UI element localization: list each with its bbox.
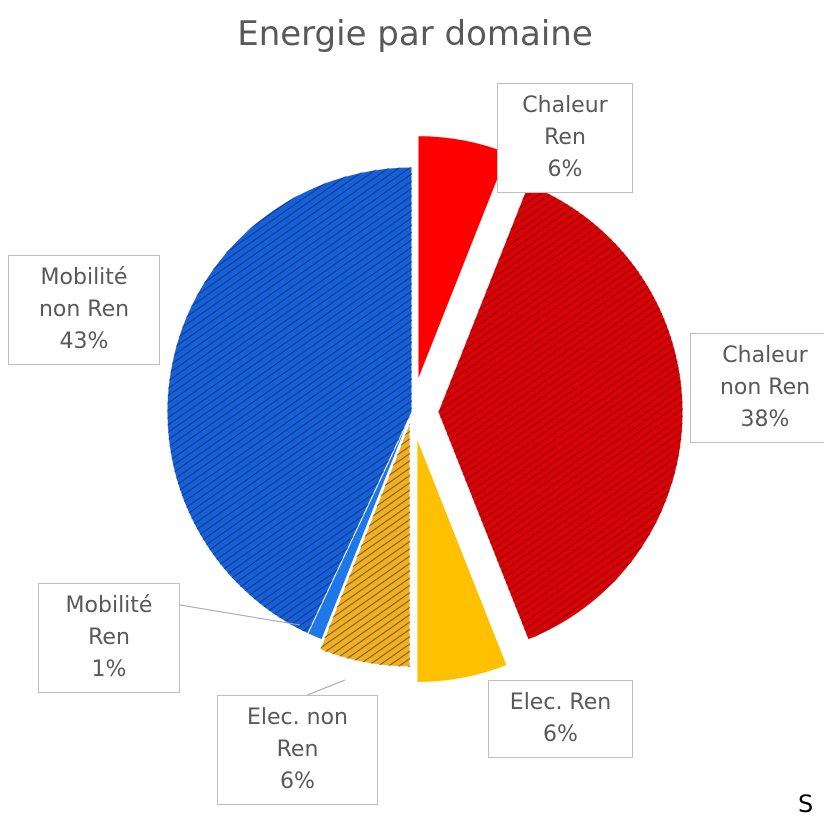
data-label: Chaleur Ren 6% (497, 83, 633, 193)
slice-hatch (319, 421, 411, 667)
chart-title: Energie par domaine (237, 14, 593, 54)
label-category: Chaleur Ren (522, 93, 608, 150)
label-value: 1% (91, 657, 127, 682)
label-value: 6% (547, 157, 583, 182)
annotation: S (798, 790, 814, 818)
data-label: Mobilité non Ren 43% (8, 255, 160, 365)
pie-slice (416, 437, 508, 684)
data-label: Elec. non Ren 6% (217, 695, 378, 805)
label-category: Mobilité non Ren (38, 265, 130, 322)
data-label: Mobilité Ren 1% (38, 583, 180, 693)
label-category: Chaleur non Ren (719, 343, 811, 400)
label-value: 38% (740, 407, 790, 432)
label-value: 6% (543, 722, 578, 747)
leader-line (179, 604, 301, 626)
data-label: Chaleur non Ren 38% (690, 333, 824, 443)
label-category: Elec. non Ren (247, 705, 348, 762)
label-value: 43% (59, 329, 109, 354)
label-category: Elec. Ren (509, 690, 612, 715)
slice-hatch (438, 184, 683, 640)
label-category: Mobilité Ren (65, 593, 153, 650)
label-value: 6% (280, 769, 315, 794)
data-label: Elec. Ren 6% (488, 680, 633, 758)
slice-hatch (166, 166, 412, 634)
